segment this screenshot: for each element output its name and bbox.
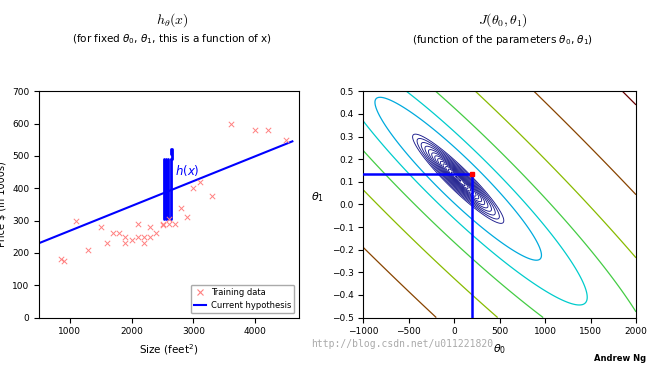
Point: [139, 234, 149, 240]
Text: $J(\theta_0, \theta_1)$: $J(\theta_0, \theta_1)$: [478, 11, 528, 29]
Point: [157, 221, 167, 227]
Y-axis label: Price $ (in 1000s): Price $ (in 1000s): [0, 162, 6, 247]
Point: [132, 234, 143, 240]
Point: [120, 234, 130, 240]
Point: [145, 224, 155, 230]
Point: [132, 221, 143, 227]
Point: [164, 216, 174, 222]
Text: (function of the parameters $\theta_0$, $\theta_1$): (function of the parameters $\theta_0$, …: [413, 33, 593, 47]
Point: [207, 193, 217, 199]
Point: [145, 234, 155, 240]
Point: [151, 231, 162, 237]
Point: [195, 179, 205, 185]
Point: [114, 231, 125, 237]
Text: $h_\theta(x)$: $h_\theta(x)$: [156, 11, 188, 29]
Legend: Training data, Current hypothesis: Training data, Current hypothesis: [191, 285, 295, 314]
Point: [182, 214, 193, 220]
Point: [55, 257, 66, 262]
Point: [102, 240, 112, 246]
Point: [120, 240, 130, 246]
X-axis label: Size (feet$^2$): Size (feet$^2$): [139, 342, 199, 357]
Point: [250, 127, 260, 133]
Point: [108, 231, 118, 237]
Point: [157, 223, 167, 228]
Text: http://blog.csdn.net/u011221820: http://blog.csdn.net/u011221820: [312, 339, 493, 349]
Text: (for fixed $\theta_0$, $\theta_1$, this is a function of x): (for fixed $\theta_0$, $\theta_1$, this …: [72, 33, 272, 46]
Text: Andrew Ng: Andrew Ng: [594, 354, 646, 363]
Point: [164, 221, 174, 227]
Point: [176, 205, 186, 211]
Point: [71, 218, 81, 223]
Point: [225, 121, 236, 127]
X-axis label: $\theta_0$: $\theta_0$: [493, 342, 506, 356]
Point: [281, 137, 291, 143]
Point: [139, 240, 149, 246]
Point: [170, 221, 180, 227]
Point: [95, 224, 106, 230]
Point: [58, 258, 69, 264]
Point: [262, 127, 273, 133]
Point: [188, 185, 199, 191]
Point: [83, 247, 93, 253]
Point: [127, 237, 137, 243]
Y-axis label: $\theta_1$: $\theta_1$: [312, 191, 324, 204]
Text: $h(x)$: $h(x)$: [175, 163, 199, 178]
